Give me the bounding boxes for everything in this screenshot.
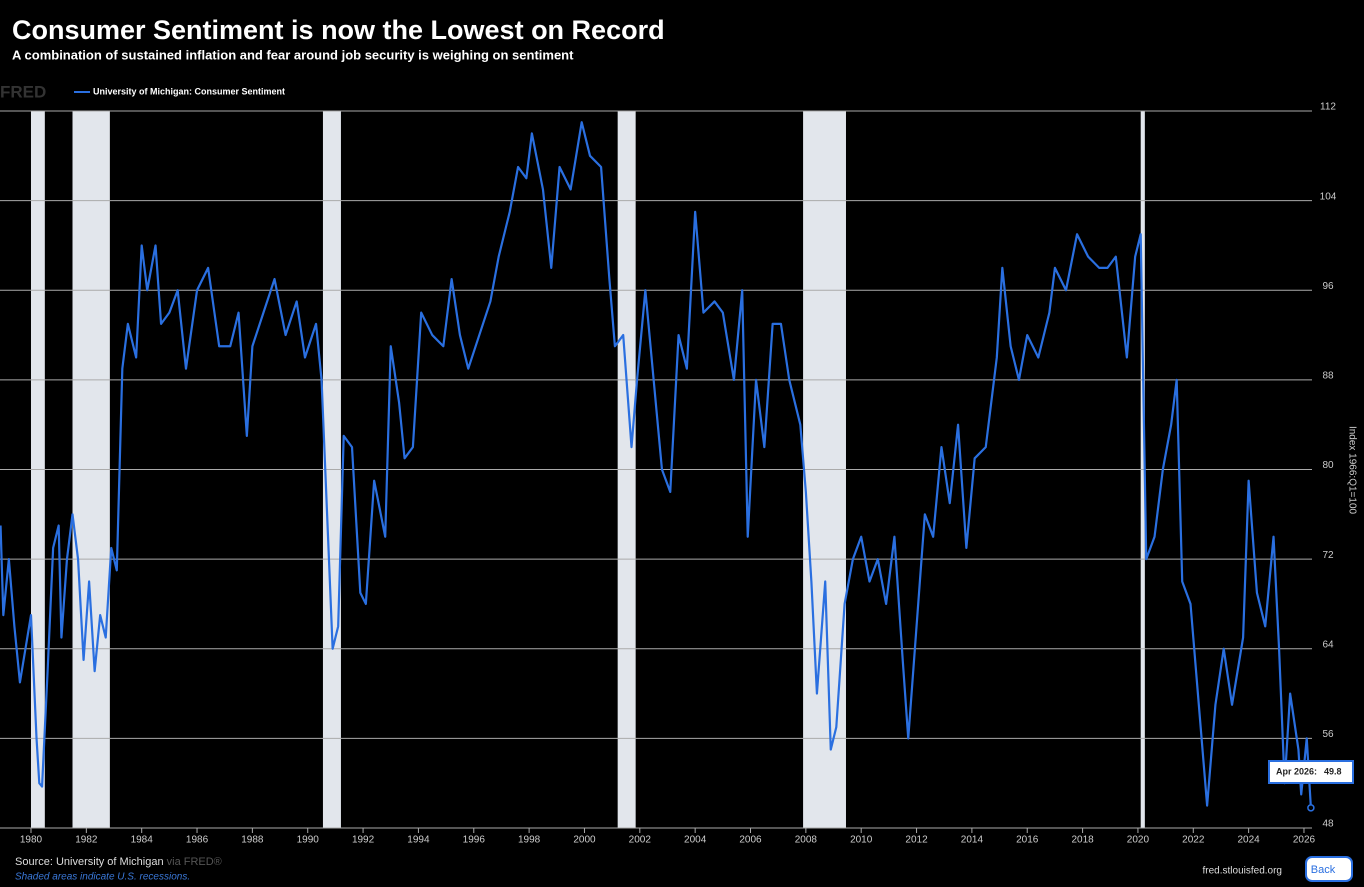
recession-note: Shaded areas indicate U.S. recessions. — [15, 872, 190, 883]
x-tick-label: 2026 — [1293, 835, 1316, 846]
back-button[interactable] — [1305, 856, 1353, 882]
x-tick-label: 2000 — [573, 835, 596, 846]
x-tick-label: 1986 — [186, 835, 209, 846]
x-tick-label: 2010 — [850, 835, 873, 846]
x-tick-label: 1980 — [20, 835, 43, 846]
y-tick-label: 56 — [1322, 729, 1334, 740]
tooltip-box — [1268, 760, 1354, 784]
via-text: via FRED® — [167, 856, 222, 868]
x-tick-label: 1994 — [407, 835, 430, 846]
x-tick-label: 2020 — [1127, 835, 1150, 846]
x-tick-label: 1982 — [75, 835, 98, 846]
y-tick-label: 48 — [1322, 819, 1334, 830]
source: Source: University of Michigan via FRED® — [15, 856, 222, 868]
tooltip-value: 49.8 — [1324, 766, 1342, 776]
x-tick-label: 2004 — [684, 835, 707, 846]
source-text: Source: University of Michigan — [15, 856, 164, 868]
y-tick-label: 96 — [1322, 281, 1334, 292]
x-tick-label: 1990 — [297, 835, 320, 846]
y-axis-label: Index 1966:Q1=100 — [1346, 426, 1357, 515]
x-tick-label: 2022 — [1182, 835, 1205, 846]
series-line — [0, 121, 1312, 808]
site: fred.stlouisfed.org — [1203, 866, 1283, 877]
x-tick-label: 1988 — [241, 835, 264, 846]
last-point — [1307, 804, 1315, 812]
back-label[interactable]: Back — [1311, 864, 1336, 876]
x-tick-label: 1998 — [518, 835, 541, 846]
y-tick-label: 80 — [1322, 460, 1334, 471]
x-tick-label: 2016 — [1016, 835, 1039, 846]
y-tick-label: 64 — [1322, 639, 1334, 650]
x-tick-label: 1996 — [463, 835, 486, 846]
x-tick-label: 2018 — [1071, 835, 1094, 846]
logo: FRED — [0, 82, 46, 101]
x-tick-label: 2014 — [961, 835, 984, 846]
x-tick-label: 2012 — [905, 835, 928, 846]
x-tick-label: 2002 — [629, 835, 652, 846]
y-tick-label: 112 — [1320, 102, 1336, 113]
chart-subtitle: A combination of sustained inflation and… — [12, 47, 574, 62]
legend-label: University of Michigan: Consumer Sentime… — [93, 86, 285, 96]
chart-title: Consumer Sentiment is now the Lowest on … — [12, 15, 665, 45]
tooltip-date: Apr 2026: — [1276, 766, 1317, 776]
x-tick-label: 2006 — [739, 835, 762, 846]
y-tick-label: 72 — [1322, 550, 1334, 561]
y-tick-label: 88 — [1322, 371, 1334, 382]
x-tick-label: 1992 — [352, 835, 375, 846]
y-tick-label: 104 — [1320, 191, 1337, 202]
x-tick-label: 1984 — [131, 835, 154, 846]
x-tick-label: 2008 — [795, 835, 818, 846]
x-tick-label: 2024 — [1238, 835, 1261, 846]
